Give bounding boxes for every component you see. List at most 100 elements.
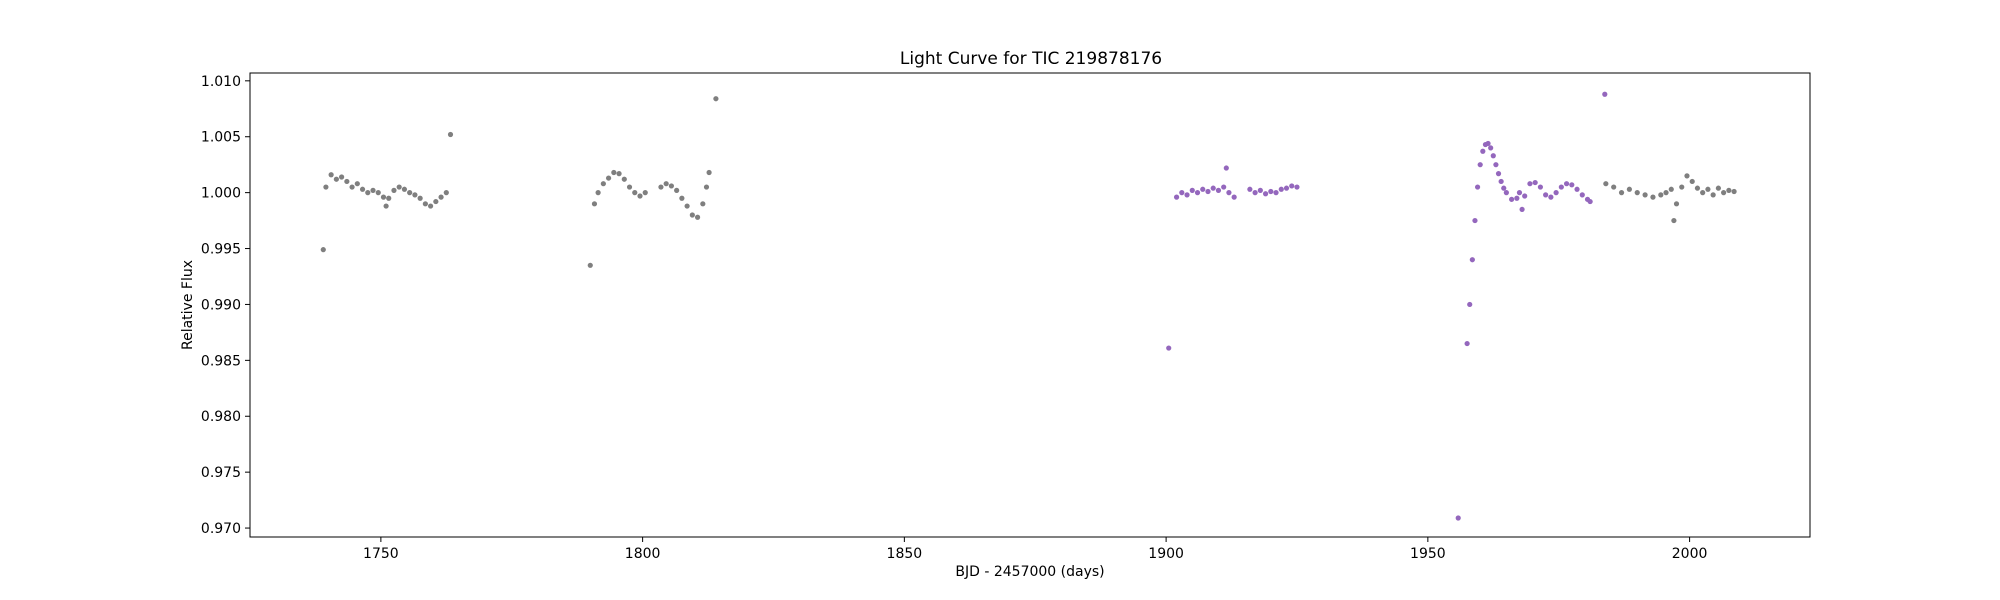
data-point xyxy=(1262,191,1269,197)
data-point xyxy=(1166,345,1172,351)
data-point xyxy=(689,212,695,218)
y-tick-label: 0.990 xyxy=(201,297,241,313)
data-point xyxy=(1273,190,1279,196)
data-point xyxy=(637,193,643,199)
data-point xyxy=(1715,185,1721,191)
data-point xyxy=(438,194,444,200)
data-point xyxy=(391,187,397,193)
data-point xyxy=(1527,181,1533,187)
data-point xyxy=(1602,91,1608,97)
data-point xyxy=(694,214,701,220)
data-point xyxy=(1173,194,1180,200)
data-point xyxy=(428,203,434,209)
y-axis-label: Relative Flux xyxy=(180,260,196,350)
data-point xyxy=(591,201,598,207)
data-point xyxy=(642,190,648,196)
series-1 xyxy=(320,96,1737,268)
data-point xyxy=(417,195,423,201)
x-tick-label: 1850 xyxy=(887,546,923,562)
y-tick-label: 1.005 xyxy=(201,130,241,146)
data-point xyxy=(1519,206,1525,213)
data-point xyxy=(1495,171,1502,177)
data-point xyxy=(380,194,387,200)
data-point xyxy=(621,176,627,182)
data-point xyxy=(1626,186,1632,192)
data-point xyxy=(386,195,392,201)
y-tick-label: 1.010 xyxy=(201,74,241,90)
data-point xyxy=(443,190,449,196)
data-point xyxy=(663,181,669,187)
data-point xyxy=(600,181,606,187)
data-point xyxy=(396,184,402,190)
data-point xyxy=(1553,190,1559,196)
data-point xyxy=(412,192,418,198)
data-point xyxy=(611,169,617,176)
data-point xyxy=(1226,190,1232,196)
data-point xyxy=(1283,185,1290,191)
data-point xyxy=(1726,187,1732,193)
data-point xyxy=(1579,192,1585,198)
data-point xyxy=(1522,193,1528,199)
data-point xyxy=(1587,198,1593,205)
data-point xyxy=(1480,148,1486,154)
data-point xyxy=(595,190,601,196)
data-point xyxy=(1469,257,1475,263)
data-point xyxy=(328,172,334,178)
data-point xyxy=(433,198,439,205)
data-point xyxy=(354,181,360,187)
data-point xyxy=(1294,184,1300,190)
y-tick-label: 0.985 xyxy=(201,353,241,369)
data-point xyxy=(1668,186,1674,192)
data-point xyxy=(1221,184,1227,190)
data-point xyxy=(1257,187,1263,193)
data-point xyxy=(632,190,638,196)
x-tick-label: 1900 xyxy=(1148,546,1184,562)
data-point xyxy=(1710,192,1716,198)
data-point xyxy=(333,176,339,182)
y-tick-label: 0.995 xyxy=(201,242,241,258)
data-point xyxy=(1694,185,1701,191)
data-point xyxy=(1289,183,1295,189)
data-point xyxy=(1684,173,1690,179)
data-point xyxy=(1200,186,1206,192)
data-point xyxy=(626,184,633,190)
data-point xyxy=(1689,178,1695,185)
data-point xyxy=(1493,162,1499,168)
data-point xyxy=(668,183,675,189)
data-point xyxy=(703,184,710,190)
y-tick-label: 0.980 xyxy=(201,409,241,425)
data-point xyxy=(1490,153,1496,159)
data-point xyxy=(1194,190,1201,196)
y-tick-label: 1.000 xyxy=(201,186,241,202)
data-point xyxy=(1278,186,1284,192)
data-point xyxy=(1658,192,1664,198)
y-axis: 0.970 0.975 0.980 0.985 0.990 0.995 1.000 1.005… xyxy=(201,74,250,537)
data-point xyxy=(1498,178,1504,185)
data-point xyxy=(1223,165,1229,171)
data-point xyxy=(344,178,350,185)
data-point xyxy=(1663,190,1669,196)
data-point xyxy=(1210,185,1216,191)
x-tick-label: 1800 xyxy=(625,546,661,562)
data-point xyxy=(1611,184,1617,190)
data-point xyxy=(1671,217,1677,224)
data-point xyxy=(401,186,408,192)
data-point xyxy=(1472,217,1478,224)
data-point xyxy=(1731,188,1737,195)
data-point xyxy=(1516,190,1523,196)
data-point xyxy=(339,174,345,180)
data-point xyxy=(1700,190,1706,196)
data-point xyxy=(1673,201,1680,207)
data-point xyxy=(1634,190,1640,196)
data-point xyxy=(1485,140,1491,147)
data-point xyxy=(1705,186,1711,192)
data-point xyxy=(447,131,454,138)
data-point xyxy=(407,190,413,196)
data-point xyxy=(1455,515,1461,521)
data-point xyxy=(658,184,664,190)
x-tick-label: 1950 xyxy=(1410,546,1446,562)
data-point xyxy=(1215,187,1222,193)
data-point xyxy=(365,190,371,196)
data-point xyxy=(713,96,719,102)
